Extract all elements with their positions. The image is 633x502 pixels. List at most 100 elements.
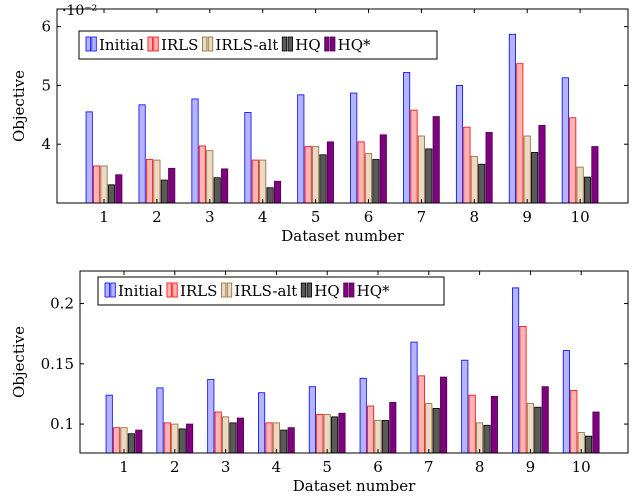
legend-swatch bbox=[166, 282, 178, 298]
bar-irls-8 bbox=[468, 394, 476, 454]
bar-hq-7 bbox=[425, 148, 433, 204]
legend-box bbox=[97, 276, 445, 306]
x-tick-label: 3 bbox=[205, 208, 215, 226]
legend-swatch bbox=[202, 36, 214, 52]
bar-initial-6 bbox=[359, 377, 367, 454]
bar-irls-4 bbox=[265, 422, 273, 454]
legend-swatch bbox=[281, 36, 293, 52]
legend-swatch-bar bbox=[166, 282, 172, 298]
y-tick-label: 5 bbox=[41, 76, 51, 94]
legend-swatch bbox=[147, 36, 159, 52]
x-tick-label: 2 bbox=[170, 458, 180, 476]
bar-irls-alt-6 bbox=[364, 153, 373, 204]
bar-hq-5 bbox=[319, 154, 327, 204]
bar-hqstar-7 bbox=[432, 116, 440, 204]
legend-swatch-bar bbox=[349, 282, 355, 298]
bar-hqstar-3 bbox=[236, 417, 244, 454]
bar-irls-2 bbox=[163, 422, 171, 454]
bar-initial-7 bbox=[403, 72, 411, 204]
legend: Initial IRLS IRLS-alt HQ HQ* bbox=[97, 276, 445, 306]
x-tick-label: 7 bbox=[424, 458, 434, 476]
bar-irls-alt-8 bbox=[470, 156, 478, 204]
bar-irls-6 bbox=[367, 405, 375, 454]
bar-hqstar-8 bbox=[485, 132, 493, 204]
x-tick-label: 6 bbox=[364, 208, 374, 226]
bar-irls-6 bbox=[357, 141, 365, 204]
legend-swatch-bar bbox=[202, 36, 208, 52]
bar-hq-6 bbox=[372, 159, 380, 204]
x-tick-label: 9 bbox=[526, 458, 536, 476]
bar-initial-5 bbox=[308, 386, 316, 454]
bar-irls-3 bbox=[198, 145, 206, 204]
legend-swatch-bar bbox=[110, 282, 116, 298]
bar-irls-4 bbox=[251, 159, 259, 204]
legend-swatch-bar bbox=[153, 36, 159, 52]
bar-irls-9 bbox=[519, 326, 527, 454]
x-tick-label: 10 bbox=[572, 458, 591, 476]
bar-hqstar-10 bbox=[591, 146, 599, 204]
legend-label: IRLS bbox=[180, 282, 217, 300]
legend-swatch-bar bbox=[287, 36, 293, 52]
legend-swatch-bar bbox=[104, 282, 110, 298]
bar-hq-10 bbox=[585, 435, 593, 454]
legend-label: HQ* bbox=[338, 36, 371, 54]
legend-swatch-bar bbox=[207, 36, 214, 52]
bar-irls-1 bbox=[113, 427, 121, 454]
bar-initial-6 bbox=[350, 92, 358, 204]
bar-hqstar-5 bbox=[326, 141, 334, 204]
bar-irls-alt-6 bbox=[374, 420, 382, 454]
bar-irls-alt-1 bbox=[100, 165, 108, 204]
plot-frame bbox=[79, 270, 629, 454]
bar-hqstar-2 bbox=[186, 423, 194, 454]
chart-bottom: 1 2 3 4 5 6 7 8 9 10 0.1 0.15 0.2 Dataset number Objec… bbox=[10, 270, 629, 495]
bar-initial-2 bbox=[156, 387, 164, 454]
bar-irls-3 bbox=[214, 411, 222, 454]
bar-hqstar-8 bbox=[490, 395, 498, 454]
legend-label: IRLS-alt bbox=[234, 282, 297, 300]
legend-label: HQ bbox=[314, 282, 339, 300]
x-axis-label: Dataset number bbox=[293, 477, 416, 495]
legend-label: IRLS-alt bbox=[215, 36, 278, 54]
legend-swatch bbox=[221, 282, 233, 298]
legend-swatch-bar bbox=[300, 282, 307, 298]
legend-label: HQ bbox=[295, 36, 320, 54]
legend-swatch-bar bbox=[172, 282, 178, 298]
bar-irls-alt-8 bbox=[476, 422, 484, 454]
legend-swatch bbox=[324, 36, 336, 52]
y-tick-label: 4 bbox=[41, 135, 51, 153]
x-tick-label: 1 bbox=[119, 458, 129, 476]
bar-irls-2 bbox=[145, 159, 154, 204]
bar-irls-5 bbox=[316, 414, 324, 454]
x-tick-label: 8 bbox=[470, 208, 480, 226]
bar-irls-alt-4 bbox=[272, 422, 280, 454]
bar-hq-8 bbox=[483, 424, 491, 454]
x-tick-label: 5 bbox=[322, 458, 332, 476]
bars bbox=[105, 287, 600, 454]
legend-swatch bbox=[85, 36, 97, 52]
bar-hqstar-7 bbox=[440, 376, 448, 454]
legend-swatch-bar bbox=[281, 36, 288, 52]
y-axis-label: Objective bbox=[10, 326, 28, 398]
bar-hq-7 bbox=[432, 407, 440, 454]
legend-swatch-bar bbox=[343, 282, 349, 298]
x-tick-label: 10 bbox=[571, 208, 590, 226]
legend-swatch-bar bbox=[147, 36, 153, 52]
bar-initial-9 bbox=[512, 287, 520, 454]
bar-irls-1 bbox=[93, 165, 101, 204]
bar-irls-alt-4 bbox=[259, 159, 267, 204]
bar-irls-7 bbox=[417, 375, 425, 454]
bar-initial-4 bbox=[258, 392, 266, 454]
legend-swatch-bar bbox=[324, 36, 330, 52]
bar-hq-9 bbox=[531, 152, 539, 204]
legend-label: HQ* bbox=[357, 282, 390, 300]
y-tick-label: 6 bbox=[41, 18, 51, 36]
bar-irls-alt-2 bbox=[171, 423, 179, 454]
legend-swatch bbox=[300, 282, 312, 298]
bar-irls-9 bbox=[516, 63, 524, 204]
bar-irls-alt-7 bbox=[417, 135, 425, 204]
bar-irls-alt-7 bbox=[425, 403, 433, 454]
bar-initial-2 bbox=[138, 104, 146, 204]
bar-initial-3 bbox=[207, 379, 215, 454]
bar-hq-4 bbox=[266, 187, 274, 204]
legend-label: IRLS bbox=[161, 36, 198, 54]
